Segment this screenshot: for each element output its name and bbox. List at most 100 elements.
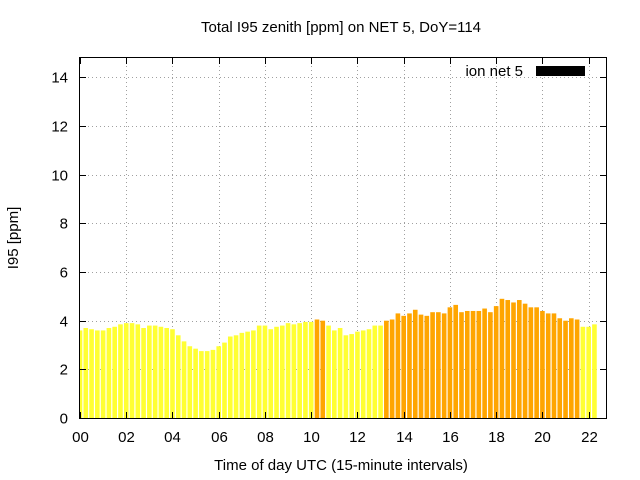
x-tick-label: 14 (396, 429, 413, 446)
bar (80, 330, 83, 418)
bar (210, 349, 216, 418)
legend-swatch (536, 66, 585, 76)
bar (545, 313, 551, 418)
y-tick-label: 12 (51, 119, 68, 136)
bar (384, 320, 389, 418)
bar (557, 318, 563, 418)
bars (80, 298, 597, 418)
x-tick-label: 02 (118, 429, 135, 446)
bar (482, 308, 487, 418)
bar (441, 313, 447, 418)
x-tick-label: 22 (581, 429, 598, 446)
bar (158, 326, 164, 418)
bar (586, 326, 591, 418)
x-axis-label: Time of day UTC (15-minute intervals) (214, 457, 468, 474)
bar (563, 320, 568, 418)
bar (233, 335, 239, 418)
bar (95, 330, 100, 418)
x-tick-label: 18 (488, 429, 505, 446)
y-tick-label: 10 (51, 168, 68, 185)
bar (378, 325, 383, 418)
bar (360, 330, 366, 418)
bar (89, 329, 94, 418)
bar (551, 313, 557, 418)
bar (337, 328, 343, 418)
bar (430, 312, 435, 418)
bar (493, 306, 499, 418)
bar (204, 351, 210, 418)
bar (147, 325, 152, 418)
x-tick-labels: 00 02 04 06 08 10 12 14 16 18 20 22 (72, 429, 598, 446)
bar (569, 318, 574, 418)
bar (534, 307, 539, 418)
bar (453, 304, 459, 418)
x-tick-label: 20 (534, 429, 551, 446)
y-tick-label: 14 (51, 70, 68, 87)
bar (459, 312, 464, 418)
y-tick-label: 4 (60, 314, 68, 331)
bar (175, 335, 181, 418)
bar (592, 324, 597, 418)
bar (106, 328, 112, 418)
bar (447, 307, 453, 418)
bar (135, 324, 141, 418)
bar (580, 326, 586, 418)
bar (436, 312, 441, 418)
bar (424, 315, 430, 418)
x-tick-label: 06 (211, 429, 228, 446)
bar (291, 324, 297, 418)
bar (216, 346, 222, 418)
x-tick-label: 16 (442, 429, 459, 446)
bar (372, 325, 378, 418)
bar (522, 303, 528, 418)
bar (349, 334, 354, 418)
bar (262, 325, 268, 418)
bar (401, 315, 406, 418)
bar (355, 331, 360, 418)
bar (407, 313, 412, 418)
legend-label: ion net 5 (465, 63, 523, 80)
bar (297, 323, 302, 418)
y-tick-label: 0 (60, 411, 68, 428)
plot-frame (79, 57, 607, 419)
bar (412, 309, 418, 418)
bar (314, 319, 320, 418)
bar (83, 328, 89, 418)
bar (326, 325, 331, 418)
bar (268, 329, 274, 418)
x-tick-label: 10 (303, 429, 320, 446)
bar (308, 321, 314, 418)
bar (303, 321, 308, 418)
bar (320, 320, 326, 418)
bar (251, 330, 256, 418)
bar (239, 332, 245, 418)
y-tick-label: 6 (60, 265, 68, 282)
y-axis-label: I95 [ppm] (5, 207, 22, 270)
bar (164, 328, 170, 418)
bar (476, 310, 482, 418)
axis-ticks (80, 58, 606, 419)
bar (511, 302, 516, 418)
bar (366, 329, 372, 418)
bar (389, 319, 395, 418)
bar (540, 310, 545, 418)
bar (418, 314, 424, 418)
bar (227, 336, 233, 418)
bar (181, 341, 187, 418)
bar (199, 351, 204, 418)
x-tick-label: 08 (257, 429, 274, 446)
bar (256, 325, 262, 418)
y-tick-label: 8 (60, 216, 68, 233)
bar (245, 331, 250, 418)
bar (332, 330, 337, 418)
bar (118, 324, 123, 418)
bar (193, 348, 198, 418)
bar (516, 300, 522, 418)
bar (343, 335, 349, 418)
chart-title: Total I95 zenith [ppm] on NET 5, DoY=114 (201, 19, 481, 36)
bar (152, 325, 158, 418)
bar (488, 312, 493, 418)
bar (280, 325, 285, 418)
